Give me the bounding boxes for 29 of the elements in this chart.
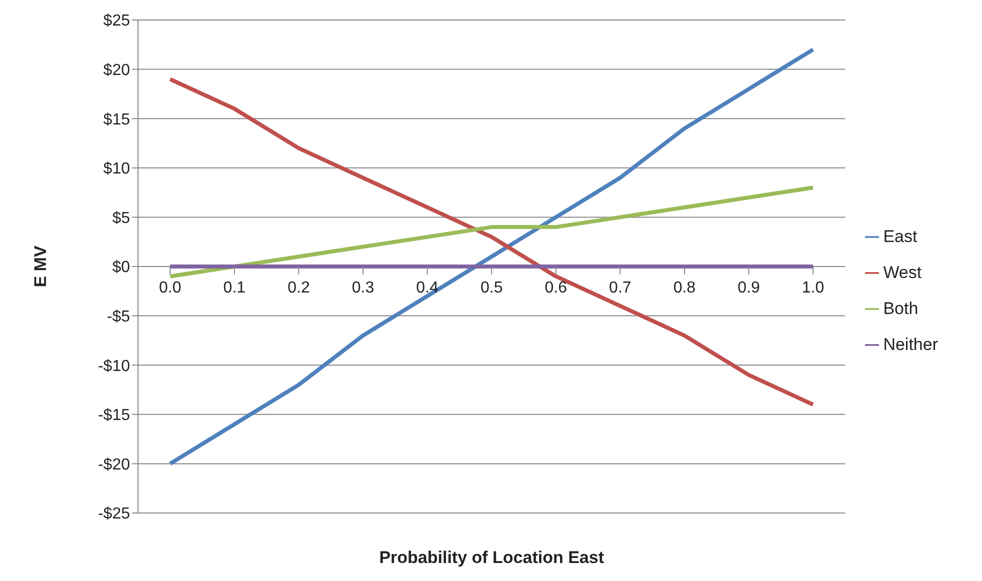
line-series	[168, 186, 816, 278]
x-tick-label: 1.0	[802, 280, 824, 296]
x-tick-label: 0.7	[609, 280, 632, 296]
x-tick-label: 0.2	[288, 280, 310, 296]
x-tick-label: 0.4	[416, 280, 439, 296]
x-tick-label: 0.3	[352, 280, 374, 296]
legend-label: East	[883, 226, 918, 246]
x-tick-label: 0.9	[738, 280, 760, 296]
y-tick-label: -$15	[98, 407, 130, 424]
legend-label: Both	[883, 298, 918, 318]
y-tick-label: -$25	[98, 506, 130, 523]
x-tick-label: 0.6	[544, 280, 568, 296]
y-axis-title: E MV	[31, 245, 50, 288]
y-tick-label: -$5	[106, 308, 130, 326]
x-tick-label: 0.8	[673, 280, 696, 296]
x-axis-title: Probability of Location East	[379, 548, 604, 567]
y-tick-label: -$20	[98, 456, 130, 474]
y-tick-label: $5	[112, 210, 130, 227]
legend-label: Neither	[883, 334, 938, 354]
x-tick-label: 0.1	[223, 280, 246, 296]
y-tick-label: $10	[103, 160, 130, 178]
legend-label: West	[883, 262, 922, 282]
y-tick-label: $25	[103, 12, 130, 30]
x-tick-label: 0.0	[159, 280, 182, 296]
y-tick-label: $20	[103, 62, 130, 79]
y-tick-label: -$10	[98, 358, 130, 375]
y-tick-label: $15	[103, 111, 130, 128]
y-tick-label: $0	[112, 259, 130, 276]
x-tick-label: 0.5	[480, 280, 503, 296]
